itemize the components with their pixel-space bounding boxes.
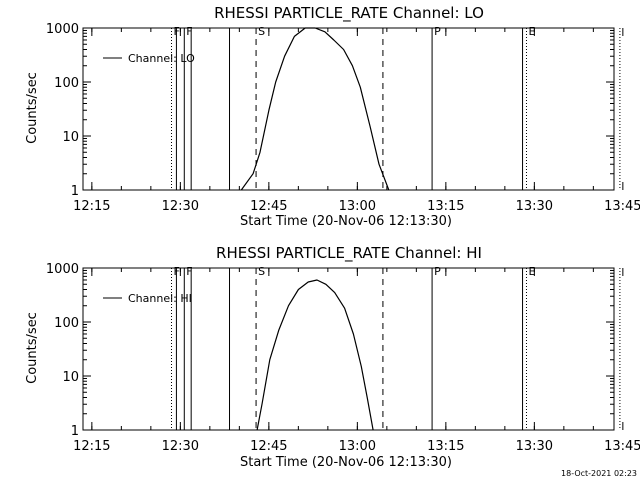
event-marker-label: F bbox=[186, 25, 192, 38]
x-axis-label: Start Time (20-Nov-06 12:13:30) bbox=[240, 455, 452, 470]
chart-marks: 12:15 12:30 12:45 13:00 13:15 13:30 13:45 1 10 10… bbox=[46, 262, 640, 454]
event-marker-label: E bbox=[528, 265, 535, 278]
y-tick-label: 1 bbox=[71, 424, 79, 439]
event-marker-label: F bbox=[186, 265, 192, 278]
x-tick-label: 13:15 bbox=[427, 199, 464, 214]
x-tick-label: 13:45 bbox=[604, 439, 640, 454]
x-tick-label: 13:30 bbox=[516, 199, 553, 214]
series-line bbox=[240, 27, 390, 191]
legend: Channel: HI bbox=[103, 292, 192, 305]
y-axis-label: Counts/sec bbox=[25, 312, 40, 384]
chart-panel-lo: RHESSI PARTICLE_RATE Channel: LO Start T… bbox=[25, 4, 640, 229]
x-tick-label: 12:15 bbox=[73, 199, 110, 214]
chart-marks: 12:15 12:30 12:45 13:00 13:15 13:30 13:45 1 10 10… bbox=[46, 22, 640, 214]
chart-panel-hi: RHESSI PARTICLE_RATE Channel: HI Start T… bbox=[25, 244, 640, 470]
x-tick-label: 12:45 bbox=[250, 199, 287, 214]
event-marker-label: S bbox=[258, 25, 265, 38]
y-axis-label: Counts/sec bbox=[25, 72, 40, 144]
event-marker-label: S bbox=[258, 265, 265, 278]
x-axis-label: Start Time (20-Nov-06 12:13:30) bbox=[240, 214, 452, 229]
event-marker-label: E bbox=[528, 25, 535, 38]
x-tick-label: 13:30 bbox=[516, 439, 553, 454]
y-tick-label: 100 bbox=[54, 76, 79, 91]
plot-frame bbox=[82, 267, 615, 431]
series-line bbox=[256, 279, 374, 431]
x-tick-label: 12:15 bbox=[73, 439, 110, 454]
legend-entry: Channel: LO bbox=[128, 52, 195, 65]
footer-timestamp: 18-Oct-2021 02:23 bbox=[561, 469, 637, 478]
legend: Channel: LO bbox=[103, 52, 195, 65]
x-tick-label: 12:45 bbox=[250, 439, 287, 454]
x-tick-label: 13:00 bbox=[339, 199, 376, 214]
y-tick-label: 100 bbox=[54, 316, 79, 331]
chart-title: RHESSI PARTICLE_RATE Channel: LO bbox=[214, 4, 484, 23]
y-tick-label: 1 bbox=[71, 184, 79, 199]
legend-entry: Channel: HI bbox=[128, 292, 192, 305]
x-tick-label: 13:15 bbox=[427, 439, 464, 454]
plot-frame bbox=[82, 27, 615, 191]
x-tick-label: 12:30 bbox=[162, 439, 199, 454]
event-marker-label: P bbox=[434, 25, 441, 38]
y-tick-label: 1000 bbox=[46, 22, 79, 37]
y-tick-label: 1000 bbox=[46, 262, 79, 277]
event-marker-label: P bbox=[434, 265, 441, 278]
chart-title: RHESSI PARTICLE_RATE Channel: HI bbox=[216, 244, 482, 263]
x-tick-label: 13:00 bbox=[339, 439, 376, 454]
x-tick-label: 12:30 bbox=[162, 199, 199, 214]
x-tick-label: 13:45 bbox=[604, 199, 640, 214]
y-tick-label: 10 bbox=[62, 370, 79, 385]
y-tick-label: 10 bbox=[62, 130, 79, 145]
